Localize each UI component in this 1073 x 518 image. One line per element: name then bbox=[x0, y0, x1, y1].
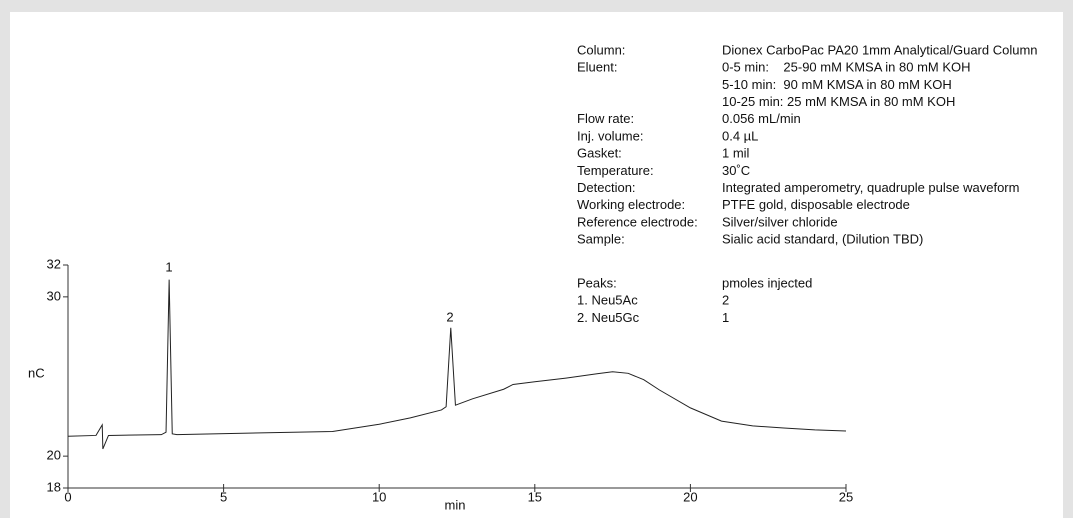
condition-label: Eluent: bbox=[577, 60, 617, 75]
condition-value: 1 mil bbox=[722, 146, 750, 161]
condition-value: Silver/silver chloride bbox=[722, 214, 838, 229]
x-axis-label: min bbox=[445, 497, 466, 512]
condition-label: Reference electrode: bbox=[577, 214, 698, 229]
condition-label: Temperature: bbox=[577, 163, 654, 178]
condition-label: Column: bbox=[577, 42, 625, 57]
x-tick-label: 10 bbox=[372, 489, 386, 504]
x-tick-label: 25 bbox=[839, 489, 853, 504]
peaks-cell: 1. Neu5Ac bbox=[577, 293, 638, 308]
x-tick-label: 20 bbox=[683, 489, 697, 504]
condition-value: Integrated amperometry, quadruple pulse … bbox=[722, 180, 1019, 195]
panel bbox=[10, 12, 1063, 518]
peaks-cell: 2 bbox=[722, 293, 729, 308]
condition-label: Flow rate: bbox=[577, 111, 634, 126]
peaks-cell: 2. Neu5Gc bbox=[577, 310, 640, 325]
y-tick-label: 32 bbox=[47, 256, 61, 271]
condition-value: 30˚C bbox=[722, 163, 750, 178]
condition-label: Detection: bbox=[577, 180, 636, 195]
chromatogram-trace bbox=[67, 279, 847, 450]
condition-value: 10-25 min: 25 mM KMSA in 80 mM KOH bbox=[722, 94, 955, 109]
y-tick-label: 30 bbox=[47, 288, 61, 303]
peak-label: 1 bbox=[165, 259, 172, 274]
condition-value: PTFE gold, disposable electrode bbox=[722, 197, 910, 212]
y-tick-label: 18 bbox=[47, 479, 61, 494]
peak-label: 2 bbox=[446, 309, 453, 324]
condition-value: 0.4 µL bbox=[722, 128, 758, 143]
condition-label: Sample: bbox=[577, 232, 625, 247]
condition-value: 0-5 min: 25-90 mM KMSA in 80 mM KOH bbox=[722, 60, 971, 75]
condition-value: 0.056 mL/min bbox=[722, 111, 801, 126]
condition-label: Inj. volume: bbox=[577, 128, 643, 143]
condition-label: Working electrode: bbox=[577, 197, 685, 212]
x-tick-label: 15 bbox=[528, 489, 542, 504]
y-tick-label: 20 bbox=[47, 448, 61, 463]
condition-value: 5-10 min: 90 mM KMSA in 80 mM KOH bbox=[722, 77, 952, 92]
peaks-header: Peaks: bbox=[577, 275, 617, 290]
x-tick-label: 0 bbox=[64, 489, 71, 504]
condition-value: Sialic acid standard, (Dilution TBD) bbox=[722, 232, 923, 247]
x-tick-label: 5 bbox=[220, 489, 227, 504]
peaks-header: pmoles injected bbox=[722, 275, 812, 290]
y-axis-label: nC bbox=[28, 365, 45, 380]
condition-label: Gasket: bbox=[577, 146, 622, 161]
condition-value: Dionex CarboPac PA20 1mm Analytical/Guar… bbox=[722, 42, 1038, 57]
peaks-cell: 1 bbox=[722, 310, 729, 325]
